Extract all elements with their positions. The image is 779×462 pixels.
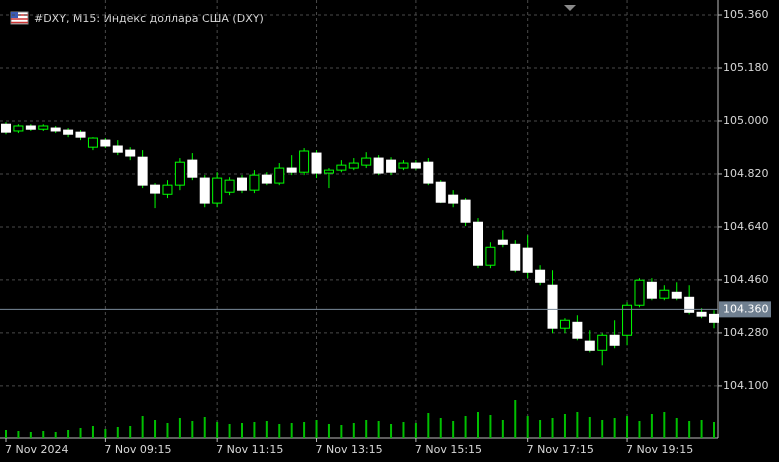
symbol-icon [10,11,29,25]
y-tick-label: 104.280 [723,326,769,339]
candle-body [361,157,372,166]
candle-body [199,177,210,204]
candle-body [497,239,508,245]
candle-body [684,296,695,313]
candle-body [423,161,434,184]
candle-body [410,162,421,169]
candle-body [696,311,707,317]
candle-body [150,184,161,194]
candle-body [237,177,247,191]
candle-body [597,334,608,351]
candle-body [1,123,11,133]
candle-body [634,279,645,306]
y-tick-label: 105.180 [723,61,769,74]
last-price-label: 104.360 [723,302,769,315]
candle-body [25,125,36,130]
candle-body [125,149,136,157]
x-tick-label: 7 Nov 15:15 [415,443,482,456]
candle-body [100,139,111,147]
candle-body [448,194,459,204]
candle-body [87,137,98,148]
candle-body [622,304,633,336]
shift-marker [564,5,576,11]
x-tick-label: 7 Nov 17:15 [527,443,594,456]
candle-body [609,334,620,346]
x-tick-label: 7 Nov 11:15 [216,443,283,456]
candle-body [286,167,297,173]
candle-body [75,131,86,138]
candle-body [13,125,24,132]
x-tick-label: 7 Nov 19:15 [626,443,693,456]
candle-body [522,247,533,273]
candle-body [510,243,521,271]
candle-body [187,159,198,178]
y-tick-label: 105.360 [723,8,769,21]
y-tick-label: 104.820 [723,167,769,180]
candle-body [50,127,61,132]
candle-body [386,159,397,173]
candle-body [274,167,285,184]
candle-body [299,150,310,173]
y-tick-label: 105.000 [723,114,769,127]
candle-body [373,157,384,174]
candle-body [224,179,235,193]
candle-body [646,281,657,299]
candle-body [559,319,570,329]
candle-body [212,177,223,204]
candle-body [460,199,471,223]
candle-body [137,156,148,186]
candle-body [162,184,173,195]
candle-body [535,269,546,283]
candle-body [473,221,483,266]
candle-body [323,169,334,174]
y-tick-label: 104.640 [723,220,769,233]
candle-body [709,313,719,323]
candle-body [336,164,347,171]
x-tick-label: 7 Nov 09:15 [104,443,171,456]
candle-body [112,145,123,153]
candle-body [671,291,682,299]
candle-body [348,162,359,169]
y-tick-label: 104.460 [723,273,769,286]
candle-body [435,181,446,203]
last-price-box [719,301,771,318]
candle-body [584,340,595,351]
candle-body [261,174,272,184]
candle-body [174,161,185,186]
chart-title: #DXY, M15: Индекс доллара США (DXY) [34,12,264,25]
x-tick-label: 7 Nov 2024 [5,443,68,456]
x-tick-label: 7 Nov 13:15 [316,443,383,456]
candle-body [398,162,409,169]
candle-body [547,284,558,329]
candle-body [249,174,260,191]
candle-body [38,125,49,130]
candle-body [485,246,496,266]
candle-body [659,289,670,299]
candle-body [572,321,583,339]
candle-body [311,152,322,174]
y-tick-label: 104.100 [723,379,769,392]
candle-body [63,129,74,135]
